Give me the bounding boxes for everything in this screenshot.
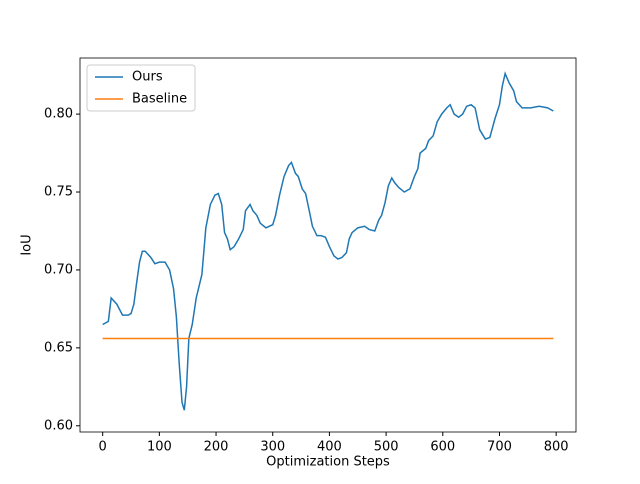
x-tick-label: 600 [430, 440, 455, 455]
x-tick-label: 100 [147, 440, 172, 455]
x-tick-label: 300 [260, 440, 285, 455]
y-tick-label: 0.75 [44, 185, 73, 200]
y-tick-label: 0.80 [44, 107, 73, 122]
x-tick-label: 0 [99, 440, 107, 455]
y-tick-label: 0.65 [44, 340, 73, 355]
x-tick-label: 400 [317, 440, 342, 455]
plot-frame [79, 57, 577, 433]
legend-label: Baseline [132, 92, 187, 107]
y-axis-label: IoU [20, 234, 35, 255]
line [102, 71, 554, 411]
x-tick-label: 800 [544, 440, 569, 455]
legend-label: Ours [132, 70, 163, 85]
y-tick-label: 0.70 [44, 262, 73, 277]
x-tick-label: 500 [374, 440, 399, 455]
x-tick-label: 700 [487, 440, 512, 455]
x-axis-label: Optimization Steps [266, 455, 390, 470]
y-tick-label: 0.60 [44, 418, 73, 433]
x-tick-label: 200 [204, 440, 229, 455]
